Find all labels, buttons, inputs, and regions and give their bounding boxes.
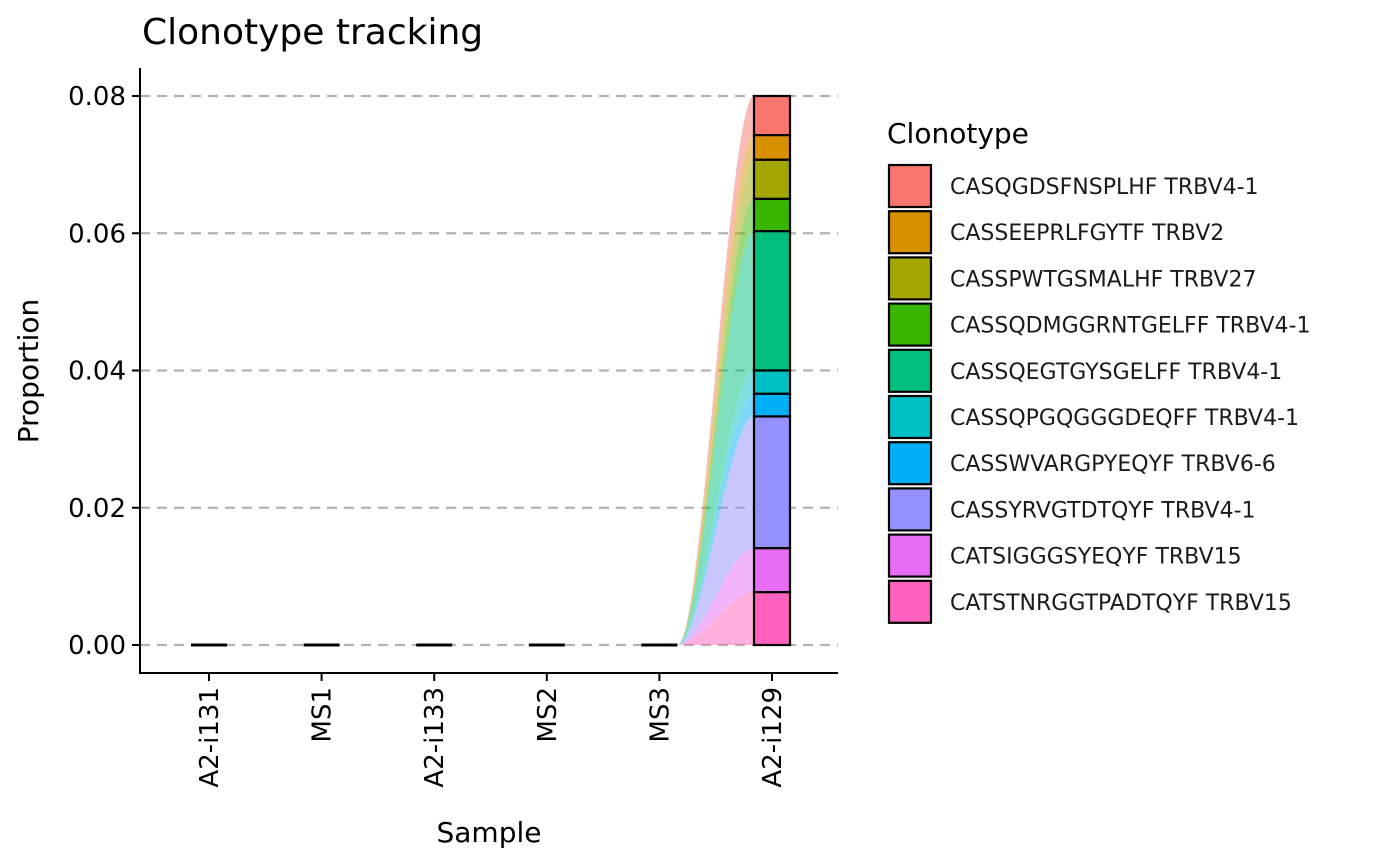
y-tick-label: 0.06 (68, 219, 126, 249)
legend-label: CASSQPGQGGGDEQFF TRBV4-1 (950, 406, 1299, 431)
flow-band (677, 592, 754, 645)
legend-key (887, 533, 933, 578)
flow-band (677, 393, 754, 645)
x-tick-label: MS1 (308, 687, 338, 742)
legend-key (887, 302, 933, 347)
flow-band (677, 96, 754, 645)
legend-label: CASSQDMGGRNTGELFF TRBV4-1 (950, 314, 1311, 339)
x-tick-label: A2-i133 (420, 687, 450, 788)
legend: Clonotype CASQGDSFNSPLHF TRBV4-1 CASSEEPR… (887, 117, 1311, 624)
legend-label: CASSQEGTGYSGELFF TRBV4-1 (950, 360, 1282, 385)
legend-label: CASSYRVGTDTQYF TRBV4-1 (950, 498, 1256, 523)
y-axis-title: Proportion (12, 299, 45, 443)
legend-label: CASSEEPRLFGYTF TRBV2 (950, 221, 1224, 246)
flow-band (677, 135, 754, 645)
legend-label: CASSWVARGPYEQYF TRBV6-6 (950, 452, 1276, 477)
legend-label: CATSTNRGGTPADTQYF TRBV15 (950, 591, 1292, 616)
flow-band (677, 231, 754, 645)
x-tick-label: A2-i129 (758, 687, 788, 788)
bar-segment (752, 230, 792, 372)
chart-title: Clonotype tracking (142, 12, 483, 53)
bar-segment (752, 392, 792, 418)
flow-band (677, 548, 754, 645)
legend-title: Clonotype (887, 117, 1029, 150)
alluvial-flows (677, 96, 754, 645)
x-tick-label: MS2 (533, 687, 563, 742)
legend-key (887, 394, 933, 440)
x-tick-label: A2-i131 (195, 687, 225, 788)
legend-label: CATSIGGGSYEQYF TRBV15 (950, 545, 1242, 570)
bar-segment (752, 134, 792, 161)
y-tick-label: 0.08 (68, 82, 126, 112)
bar-segment (752, 369, 792, 395)
y-tick-label: 0.02 (68, 494, 126, 524)
bar-segment (752, 415, 792, 550)
legend-key (887, 441, 933, 486)
bar-segment (752, 591, 792, 647)
y-tick-label: 0.00 (68, 631, 126, 661)
bar-segment (752, 197, 792, 233)
bar-segment (752, 94, 792, 137)
flow-band (677, 159, 754, 645)
legend-key (887, 210, 933, 255)
bar-segment (752, 547, 792, 594)
legend-label: CASQGDSFNSPLHF TRBV4-1 (950, 175, 1259, 200)
flow-band (677, 416, 754, 645)
legend-label: CASSPWTGSMALHF TRBV27 (950, 267, 1256, 292)
bar-segment (752, 158, 792, 201)
flow-band (677, 370, 754, 645)
legend-key (887, 163, 933, 209)
x-tick-label: MS3 (645, 687, 675, 742)
bars (191, 94, 792, 647)
x-axis-ticks: A2-i131 MS1 A2-i133 MS2 MS3 A2-i129 (195, 673, 788, 788)
y-axis-ticks: 0.00 0.02 0.04 0.06 0.08 (68, 82, 140, 661)
legend-key (887, 348, 933, 393)
x-axis-title: Sample (437, 816, 542, 849)
y-tick-label: 0.04 (68, 357, 126, 387)
legend-key (887, 487, 933, 532)
legend-key (887, 256, 933, 301)
legend-key (887, 579, 933, 624)
flow-band (677, 198, 754, 645)
